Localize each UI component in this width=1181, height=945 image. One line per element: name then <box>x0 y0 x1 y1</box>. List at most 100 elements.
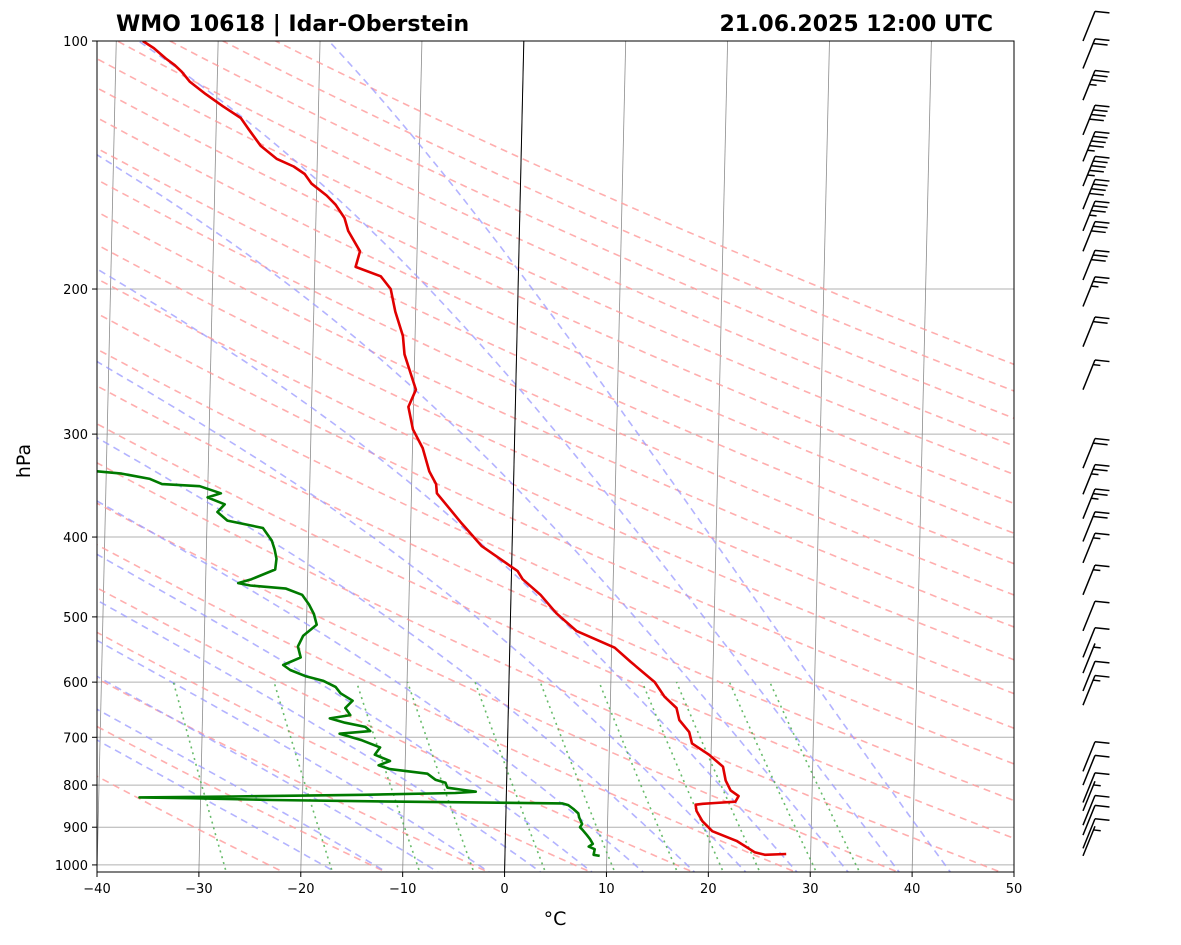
wind-barb-full <box>1089 167 1103 176</box>
wind-barb-full <box>1095 769 1109 778</box>
wind-barb <box>1083 67 1109 106</box>
wind-barb-full <box>1095 153 1109 162</box>
y-tick-label: 100 <box>63 35 88 50</box>
wind-barb-full <box>1095 273 1109 282</box>
wind-barb-full <box>1093 278 1107 287</box>
wind-barb-full <box>1093 157 1107 166</box>
wind-barb-staff <box>1083 643 1095 673</box>
wind-barb-full <box>1095 461 1109 470</box>
dry-adiabat-line <box>276 41 1181 876</box>
wind-barb-staff <box>1083 11 1095 41</box>
wind-barb-full <box>1095 435 1109 444</box>
chart-title-station: WMO 10618 | Idar-Oberstein <box>116 12 469 37</box>
wind-barb-full <box>1093 71 1107 80</box>
mixing-ratio-line <box>174 682 228 875</box>
wind-barb-full <box>1095 658 1109 667</box>
mixing-ratio-line <box>408 682 476 875</box>
dry-adiabat-line <box>0 41 1181 876</box>
wind-barb-full <box>1095 35 1109 44</box>
wind-barb <box>1083 802 1109 841</box>
dry-adiabat-line <box>0 41 1112 876</box>
wind-barb-full <box>1093 513 1107 522</box>
wind-barb-full <box>1091 76 1105 85</box>
isotherm-line <box>1014 41 1033 872</box>
x-tick-label: 30 <box>802 882 819 897</box>
y-tick-label: 300 <box>63 428 88 443</box>
wind-barb-full <box>1093 202 1107 211</box>
wind-barb-full <box>1095 738 1109 747</box>
y-tick-label: 900 <box>63 821 88 836</box>
x-tick-label: 50 <box>1006 882 1023 897</box>
wind-barb-full <box>1093 40 1107 49</box>
wind-barb-full <box>1093 133 1107 142</box>
background-lines <box>0 41 1181 876</box>
dry-adiabat-line <box>0 41 393 876</box>
wind-barb-full <box>1095 356 1109 365</box>
wind-barb <box>1083 247 1109 286</box>
wind-barb-full <box>1095 802 1109 811</box>
wind-barb <box>1083 738 1109 777</box>
wind-barbs <box>1083 8 1109 859</box>
x-tick-label: −10 <box>389 882 416 897</box>
wind-barb <box>1083 598 1109 637</box>
chart-title-datetime: 21.06.2025 12:00 UTC <box>719 12 993 37</box>
y-tick-label: 800 <box>63 779 88 794</box>
y-tick-label: 1000 <box>55 859 88 874</box>
wind-barb <box>1083 273 1109 312</box>
moist-adiabat-line <box>139 41 902 876</box>
x-tick-label: 0 <box>500 882 508 897</box>
dry-adiabat-line <box>0 41 1181 876</box>
moist-adiabat-line <box>0 41 698 876</box>
wind-barb-full <box>1095 8 1109 17</box>
wind-barb-full <box>1095 313 1109 322</box>
dry-adiabat-line <box>0 41 290 876</box>
isotherm-line <box>708 41 727 872</box>
dry-adiabat-line <box>0 41 1181 876</box>
dry-adiabat-line <box>170 41 1181 876</box>
wind-barb-full <box>1089 115 1103 124</box>
isotherm-line <box>606 41 625 872</box>
dry-adiabat-line <box>0 41 701 876</box>
wind-barb-full <box>1095 198 1109 207</box>
isotherm-line <box>199 41 218 872</box>
dewpoint-profile-line <box>0 41 600 856</box>
wind-barb-full <box>1095 67 1109 76</box>
wind-barb-staff <box>1083 661 1095 691</box>
wind-barb-full <box>1093 106 1107 115</box>
wind-barb-full <box>1093 223 1107 232</box>
wind-barb-full <box>1089 142 1103 151</box>
dry-adiabat-line <box>12 41 1181 876</box>
wind-barb-full <box>1093 490 1107 499</box>
wind-barb-full <box>1091 256 1105 265</box>
wind-barb-staff <box>1083 601 1095 631</box>
wind-barb <box>1083 624 1109 663</box>
mixing-ratio-line <box>274 682 333 875</box>
x-tick-label: −20 <box>287 882 314 897</box>
wind-barb-full <box>1095 792 1109 801</box>
wind-barb <box>1083 508 1109 547</box>
dry-adiabat-line <box>0 41 1181 876</box>
wind-barb-full <box>1093 180 1107 189</box>
mixing-ratio-line <box>540 682 616 875</box>
dry-adiabat-line <box>117 41 1181 876</box>
wind-barb-full <box>1095 485 1109 494</box>
wind-barb-full <box>1093 251 1107 260</box>
wind-barb-full <box>1095 561 1109 570</box>
isotherm-line <box>97 41 116 872</box>
wind-barb <box>1083 356 1109 395</box>
wind-barb <box>1083 561 1109 600</box>
mixing-ratio-line <box>677 682 762 875</box>
wind-barb <box>1083 672 1109 711</box>
mixing-ratio-line <box>599 682 679 875</box>
moist-adiabat-line <box>0 41 392 876</box>
wind-barb-full <box>1095 752 1109 761</box>
wind-barb <box>1083 198 1109 237</box>
dry-adiabat-line <box>0 41 1181 876</box>
wind-barb-staff <box>1083 755 1095 785</box>
wind-barb-full <box>1093 466 1107 475</box>
wind-barb-full <box>1091 207 1105 216</box>
dry-adiabat-line <box>0 41 1009 876</box>
